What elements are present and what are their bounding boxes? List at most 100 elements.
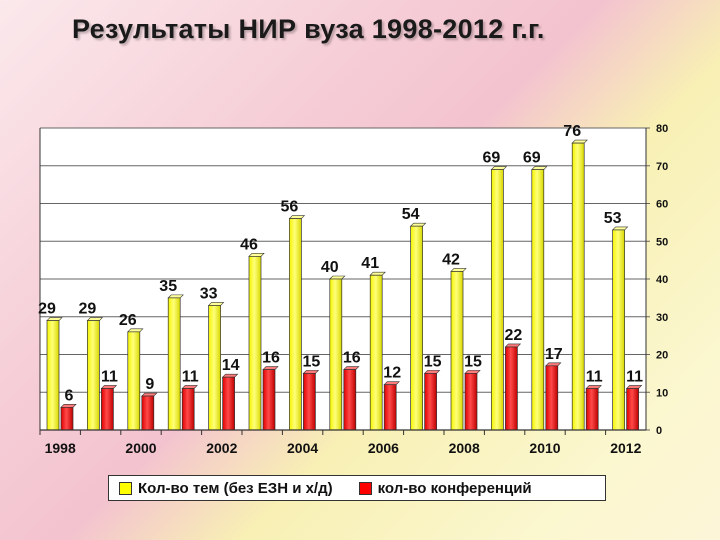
bar-topics-top — [167, 294, 184, 299]
bar-topics-top — [369, 271, 386, 276]
bar-topics-top — [490, 166, 508, 170]
bar-conferences — [545, 365, 559, 431]
bar-topics-label: 46 — [240, 236, 258, 253]
bar-conferences-label: 11 — [626, 368, 643, 385]
bar-topics-top — [450, 268, 467, 272]
bar-conferences-label: 15 — [303, 353, 321, 370]
y-tick-label: 10 — [656, 387, 668, 399]
page-title: Результаты НИР вуза 1998-2012 г.г. — [72, 14, 545, 44]
bar-conferences-top — [141, 392, 158, 397]
bar-topics-label: 33 — [200, 285, 218, 302]
y-tick-label: 70 — [656, 161, 668, 173]
bar-conferences-label: 15 — [464, 353, 482, 370]
bar-conferences — [343, 369, 357, 431]
bar-topics-top — [531, 166, 548, 170]
bar-conferences-top — [423, 370, 441, 374]
bars — [46, 139, 643, 431]
bar-topics — [410, 225, 423, 431]
bar-conferences — [383, 384, 397, 431]
bar-topics-label: 76 — [563, 123, 581, 140]
legend-item-topics: Кол-во тем (без ЕЗН и х/д) — [119, 480, 333, 497]
bar-conferences — [464, 373, 478, 431]
bar-topics — [571, 142, 585, 431]
bar-conferences-top — [60, 404, 77, 408]
bar-conferences — [505, 346, 518, 431]
bar-topics-label: 53 — [604, 210, 622, 227]
y-tick-label: 40 — [656, 274, 668, 286]
data-labels: 29 6 29 11 26 9 35 11 33 14 46 16 56 15 40 16 41 12 54 15 42… — [38, 123, 643, 404]
x-tick-label: 2010 — [529, 440, 560, 456]
x-tick-label: 2006 — [368, 440, 399, 456]
bar-conferences — [60, 407, 74, 431]
gridlines — [39, 127, 650, 431]
legend-swatch-conferences — [358, 481, 372, 495]
bar-topics-label: 26 — [119, 312, 137, 329]
legend-label-conferences: кол-во конференций — [377, 479, 532, 497]
bar-conferences-top — [262, 366, 279, 370]
bar-conferences-label: 11 — [586, 368, 603, 385]
x-tick-label: 2000 — [125, 440, 156, 456]
y-tick-label: 30 — [656, 312, 668, 324]
y-tick-label: 50 — [656, 236, 668, 248]
bar-topics-label: 29 — [79, 301, 97, 318]
bar-conferences — [101, 388, 114, 431]
bar-topics-label: 69 — [523, 150, 541, 167]
bar-conferences — [141, 395, 155, 431]
bar-topics-top — [611, 226, 629, 231]
x-tick-label: 2002 — [206, 440, 237, 456]
bar-topics — [289, 218, 302, 431]
bar-conferences — [424, 373, 437, 431]
bar-topics-label: 42 — [442, 251, 460, 268]
legend-swatch-topics — [119, 481, 132, 495]
bar-conferences-top — [221, 373, 239, 378]
bar-topics — [369, 274, 383, 431]
bar-topics-label: 40 — [321, 259, 339, 276]
bar-conferences-label: 11 — [101, 368, 118, 385]
bar-topics — [208, 305, 221, 431]
bar-topics-top — [248, 253, 265, 257]
bar-topics-top — [288, 215, 306, 219]
bar-topics-label: 54 — [402, 206, 420, 223]
bar-conferences — [262, 369, 276, 431]
bar-conferences-label: 14 — [222, 357, 240, 374]
legend-label-topics: Кол-во тем (без ЕЗН и х/д) — [138, 479, 333, 497]
bar-topics — [127, 331, 141, 431]
bar-conferences-top — [181, 385, 198, 389]
bar-conferences-label: 22 — [505, 327, 523, 344]
bar-topics — [329, 278, 343, 431]
bar-topics-top — [409, 222, 427, 227]
bar-conferences-top — [343, 366, 360, 370]
bar-conferences-label: 15 — [424, 353, 442, 370]
bar-conferences — [303, 373, 316, 431]
bar-topics-top — [571, 139, 588, 144]
bar-conferences-label: 16 — [343, 350, 361, 367]
bar-topics-label: 69 — [483, 150, 501, 167]
legend-item-conferences: кол-во конференций — [358, 479, 532, 497]
bar-topics — [167, 297, 181, 431]
bar-conferences-top — [302, 370, 320, 374]
x-tick-label: 2012 — [610, 440, 641, 456]
y-tick-label: 80 — [656, 123, 668, 135]
bar-conferences-top — [464, 370, 481, 374]
bar-conferences-top — [100, 385, 118, 389]
bar-conferences — [222, 376, 235, 431]
legend: Кол-во тем (без ЕЗН и х/д) кол-во конфер… — [108, 475, 606, 501]
bar-topics — [491, 169, 504, 431]
bar-topics-label: 29 — [38, 301, 56, 318]
x-axis-ticks: 1998 2000 2002 2004 2006 2008 2010 2012 — [39, 429, 646, 456]
bar-topics-top — [46, 317, 63, 321]
bar-conferences-label: 9 — [145, 376, 154, 393]
bar-topics-top — [207, 302, 225, 306]
x-tick-label: 2008 — [449, 440, 480, 456]
bar-conferences — [181, 388, 195, 431]
bar-topics — [46, 320, 60, 431]
bar-topics — [450, 271, 464, 431]
bar-topics-label: 56 — [281, 199, 299, 216]
bar-conferences-top — [383, 381, 400, 386]
bar-topics — [248, 256, 262, 431]
bar-conferences-top — [545, 362, 562, 367]
y-tick-label: 60 — [656, 199, 668, 211]
y-tick-label: 20 — [656, 350, 668, 362]
bar-topics-label: 35 — [159, 278, 177, 295]
bar-topics — [87, 320, 100, 431]
